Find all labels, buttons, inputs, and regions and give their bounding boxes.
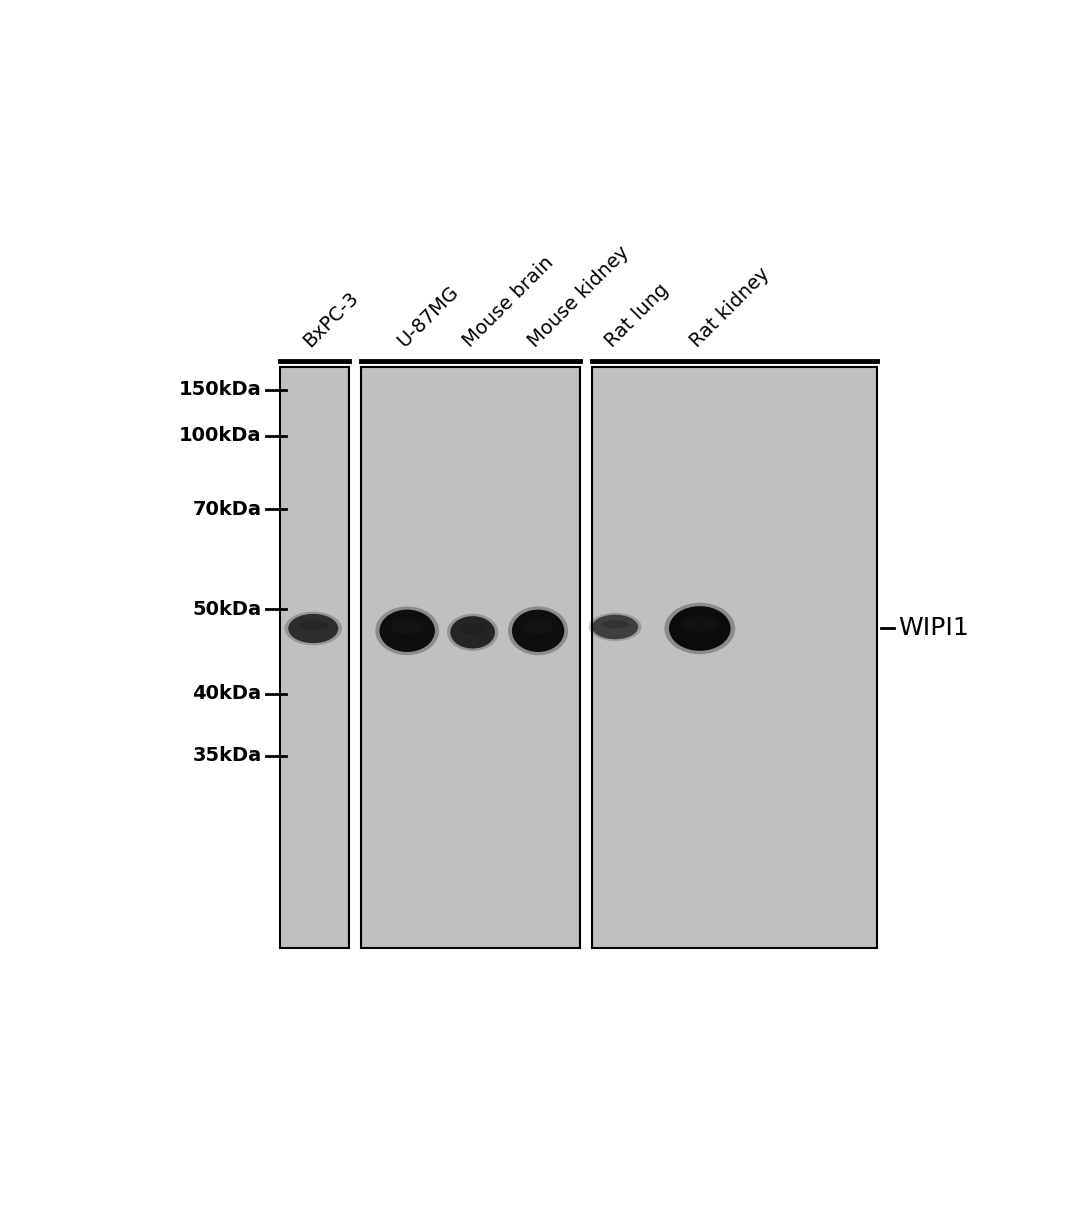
- Ellipse shape: [681, 616, 718, 632]
- Text: 70kDa: 70kDa: [192, 499, 261, 519]
- Text: 50kDa: 50kDa: [192, 600, 261, 618]
- Ellipse shape: [664, 602, 735, 654]
- Text: Mouse kidney: Mouse kidney: [525, 243, 633, 351]
- Text: BxPC-3: BxPC-3: [300, 288, 363, 351]
- Ellipse shape: [391, 620, 423, 634]
- Text: Rat kidney: Rat kidney: [687, 265, 773, 351]
- Ellipse shape: [459, 623, 486, 634]
- Ellipse shape: [298, 621, 328, 631]
- Ellipse shape: [512, 610, 564, 652]
- Ellipse shape: [589, 612, 642, 642]
- Ellipse shape: [376, 606, 440, 655]
- Text: 35kDa: 35kDa: [192, 746, 261, 766]
- Ellipse shape: [523, 620, 554, 634]
- Ellipse shape: [288, 614, 338, 643]
- Text: 150kDa: 150kDa: [179, 380, 261, 399]
- Ellipse shape: [450, 616, 495, 649]
- Ellipse shape: [508, 606, 568, 655]
- Bar: [350, 367, 361, 948]
- Ellipse shape: [447, 614, 498, 652]
- Text: Mouse brain: Mouse brain: [459, 253, 557, 351]
- Bar: [280, 367, 350, 948]
- Ellipse shape: [379, 610, 435, 652]
- Ellipse shape: [669, 606, 730, 650]
- Text: U-87MG: U-87MG: [394, 282, 462, 351]
- Ellipse shape: [284, 612, 342, 645]
- Text: 40kDa: 40kDa: [192, 685, 261, 703]
- Ellipse shape: [592, 615, 638, 639]
- Bar: [361, 367, 580, 948]
- Ellipse shape: [602, 620, 629, 628]
- Bar: [580, 367, 592, 948]
- Bar: [592, 367, 877, 948]
- Text: Rat lung: Rat lung: [602, 281, 673, 351]
- Text: WIPI1: WIPI1: [899, 616, 969, 640]
- Text: 100kDa: 100kDa: [179, 427, 261, 445]
